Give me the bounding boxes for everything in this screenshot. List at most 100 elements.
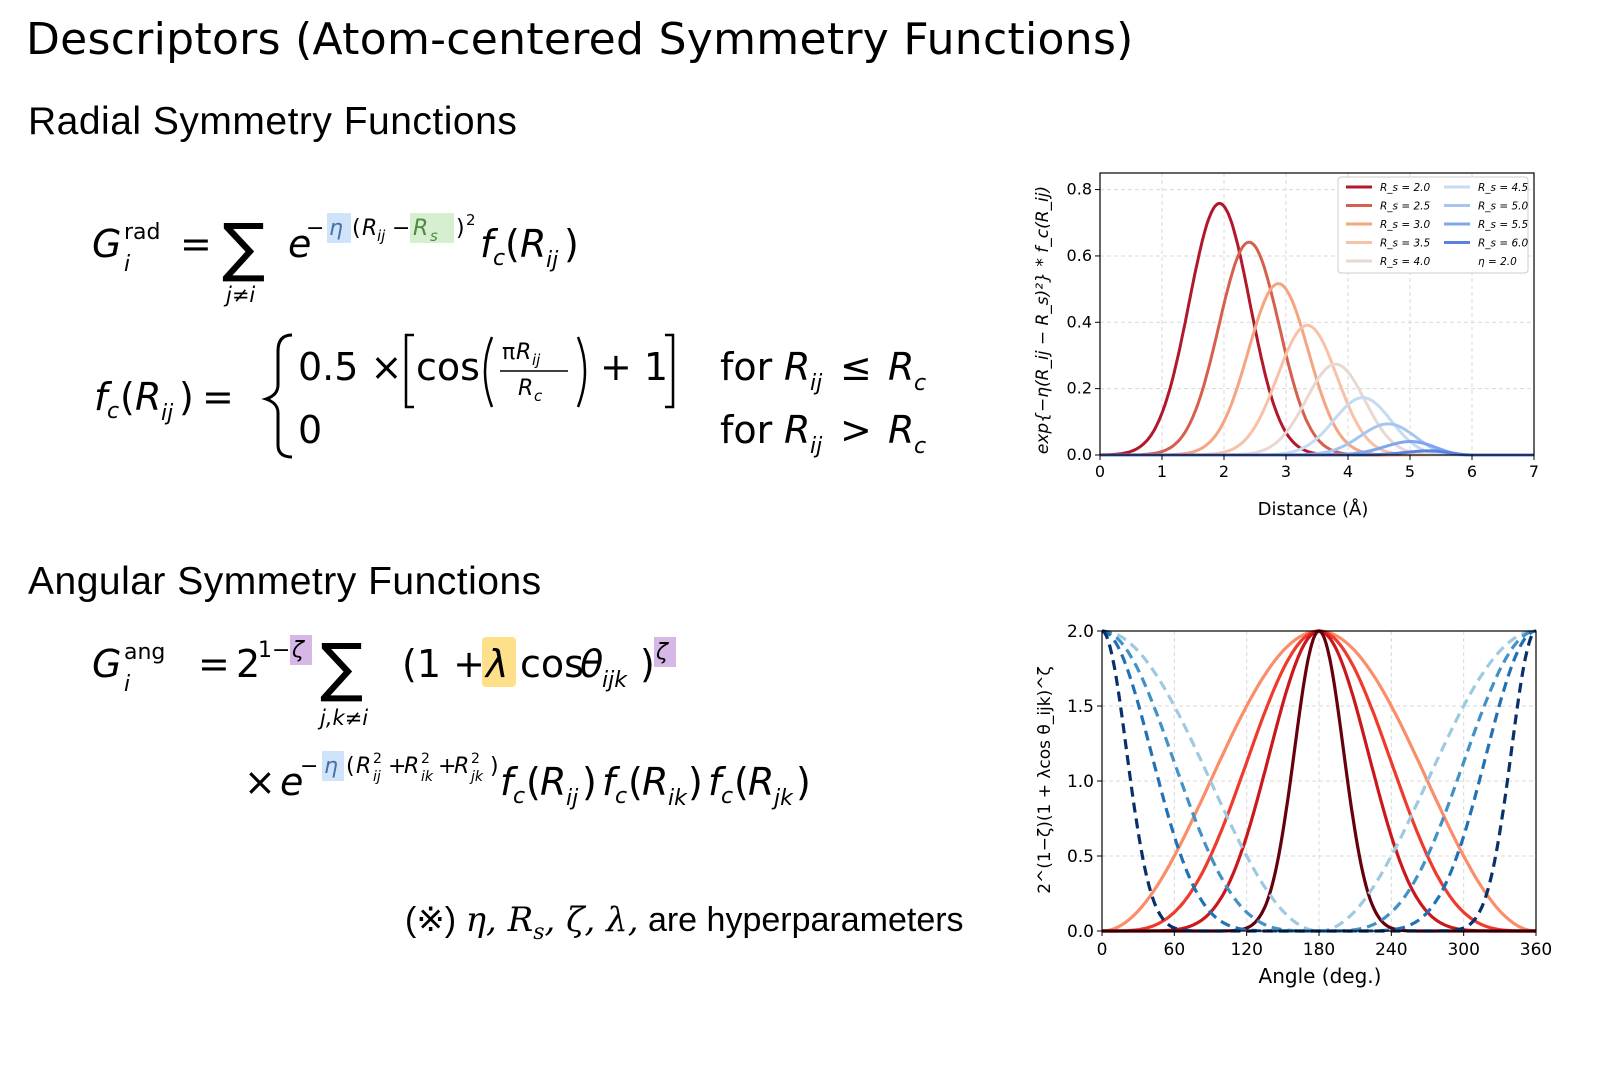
svg-text:ij: ij [161,401,174,426]
radial-chart: 0 1 2 3 4 5 6 70.00.20.40.60.8 R_s = 2.0R_s = 2… [1033,172,1540,520]
radial-x-tick-label: 4 [1343,462,1353,481]
svg-text:ij: ij [810,434,823,459]
page-title: Descriptors (Atom-centered Symmetry Func… [26,14,1134,65]
svg-text:η: η [329,216,343,241]
svg-text:R: R [518,376,533,401]
svg-text:): ) [456,216,465,241]
svg-text:=: = [180,222,212,266]
radial-legend-label: R_s = 3.5 [1380,238,1431,250]
radial-x-tick-label: 0 [1095,462,1105,481]
angular-x-tick-label: 60 [1164,940,1186,960]
svg-text:R: R [404,754,419,779]
svg-text:rad: rad [124,220,161,245]
svg-text:(: ( [120,375,135,419]
svg-text:R: R [356,754,371,779]
svg-text:jk: jk [771,786,794,811]
svg-text:G: G [92,222,121,266]
svg-text:c: c [513,784,525,809]
angular-y-tick-label: 1.5 [1067,697,1094,717]
svg-text:>: > [840,408,872,452]
radial-x-tick-label: 5 [1405,462,1415,481]
radial-legend-label: R_s = 5.0 [1478,201,1529,213]
angular-ticks: 0 60 120 180 240 300 360 0.0 0.5 1.0 1.5 2.0 [1067,622,1552,960]
radial-x-tick-label: 6 [1467,462,1477,481]
radial-legend-label: R_s = 4.5 [1478,182,1529,194]
svg-text:R: R [413,216,428,241]
radial-series-line [1100,323,1534,457]
svg-text:∑: ∑ [222,211,265,285]
svg-text:): ) [796,760,811,804]
svg-text:ζ: ζ [655,640,669,665]
radial-x-tick-label: 7 [1529,462,1539,481]
radial-legend-label: R_s = 5.5 [1478,219,1529,231]
svg-text:R: R [784,345,810,389]
svg-text:R: R [888,408,914,452]
svg-text:c: c [914,371,926,396]
angular-x-tick-label: 360 [1520,940,1552,960]
footnote-symbols: η, R [465,900,534,940]
svg-text:): ) [582,760,597,804]
svg-text:(: ( [505,222,520,266]
radial-y-tick-label: 0.8 [1067,180,1092,199]
svg-text:−: − [392,216,410,241]
radial-plot-frame [1099,172,1535,456]
angular-series-line [1102,629,1536,933]
svg-text:2: 2 [471,751,480,767]
radial-x-tick-label: 3 [1281,462,1291,481]
svg-text:R: R [888,345,914,389]
svg-text:2: 2 [466,211,476,229]
footnote-text: are hyperparameters [647,901,964,939]
svg-text:λ: λ [484,642,509,686]
svg-text:c: c [107,399,119,424]
svg-text:R: R [362,216,377,241]
footnote-prefix: (※) [405,901,457,939]
svg-text:ij: ij [377,227,386,245]
svg-text:ij: ij [566,786,579,811]
angular-x-tick-label: 240 [1375,940,1407,960]
angular-x-tick-label: 0 [1097,940,1108,960]
svg-text:θ: θ [580,642,603,686]
svg-text:2: 2 [373,751,382,767]
svg-text:ijk: ijk [602,668,628,693]
radial-legend-label: R_s = 3.0 [1380,219,1431,231]
radial-ticks: 0 1 2 3 4 5 6 7 0.0 0.2 0.4 0.6 0.8 [1067,180,1540,481]
svg-text:R: R [642,760,668,804]
radial-y-tick-label: 0.4 [1067,312,1092,331]
angular-chart: 0 60 120 180 240 300 360 0.0 0.5 1.0 1.5 2.0 Angle … [1035,622,1552,988]
svg-text:ik: ik [668,786,688,811]
svg-text:G: G [92,642,121,686]
angular-y-tick-label: 0.5 [1067,847,1094,867]
svg-text:0: 0 [298,408,322,452]
svg-text:=: = [198,642,230,686]
radial-x-tick-label: 2 [1219,462,1229,481]
radial-y-tick-label: 0.6 [1067,246,1092,265]
footnote-sub: s [533,919,545,945]
radial-series-line [1100,282,1534,457]
svg-text:2: 2 [421,751,430,767]
svg-text:ij: ij [546,248,559,273]
radial-legend-label: R_s = 2.0 [1380,182,1431,194]
svg-text:cos: cos [520,642,584,686]
svg-text:): ) [640,642,655,686]
svg-text:ζ: ζ [291,638,305,663]
svg-text:j,k≠i: j,k≠i [317,706,368,730]
svg-text:): ) [564,222,579,266]
angular-x-tick-label: 300 [1447,940,1479,960]
svg-text:η: η [324,754,338,779]
radial-equation: G rad i = ∑ j≠i e − η ( R ij − R s ) 2 f… [92,211,926,459]
svg-text:R: R [784,408,810,452]
svg-text:(: ( [526,760,541,804]
svg-text:2: 2 [236,642,260,686]
svg-text:c: c [721,784,733,809]
radial-series-line [1100,362,1534,457]
radial-legend-label: η = 2.0 [1478,256,1517,268]
radial-legend-box [1337,176,1529,274]
angular-x-tick-label: 120 [1230,940,1262,960]
svg-text:≤: ≤ [840,345,872,389]
svg-text:for: for [720,345,773,389]
svg-text:c: c [493,246,505,271]
svg-text:cos: cos [416,345,480,389]
angular-y-tick-label: 1.0 [1067,772,1094,792]
svg-text:c: c [615,784,627,809]
svg-text:ik: ik [421,769,434,785]
